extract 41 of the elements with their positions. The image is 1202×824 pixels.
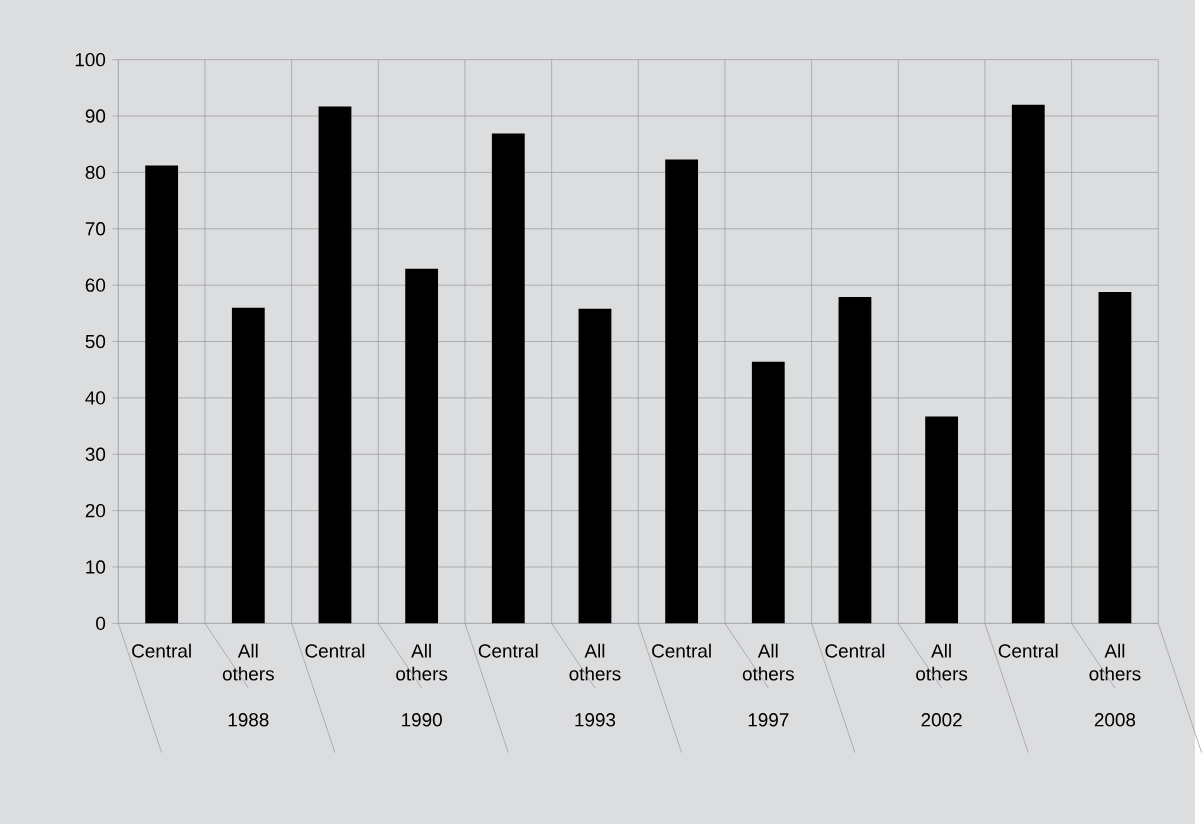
bar [578, 308, 612, 624]
bar [231, 307, 265, 624]
text: 1993 [575, 713, 616, 727]
bar [145, 165, 179, 624]
y-tick-label: 100 [75, 52, 106, 67]
bar [838, 296, 872, 624]
y-tick-label: 10 [86, 560, 106, 574]
y-tick-label: 0 [96, 616, 106, 630]
bar [318, 106, 352, 624]
x-tick-label: Central [305, 643, 365, 658]
y-tick-label: 80 [85, 165, 106, 179]
text: 2008 [1094, 713, 1136, 727]
x-tick-label: All others [916, 643, 968, 681]
y-tick-label: 30 [85, 447, 106, 461]
text: 1990 [402, 713, 442, 727]
x-tick-label: All others [222, 643, 274, 681]
x-tick-label: Central [478, 643, 538, 658]
y-tick-label: 40 [85, 391, 106, 405]
bar [1098, 291, 1132, 624]
bar [751, 361, 785, 624]
bar [405, 268, 439, 624]
bar [491, 133, 525, 624]
x-tick-label: All others [396, 643, 448, 681]
x-tick-label: All others [569, 643, 621, 681]
bar [1011, 104, 1045, 624]
bar [925, 416, 959, 624]
y-tick-label: 70 [85, 221, 106, 236]
y-tick-label: 90 [85, 109, 106, 123]
x-tick-label: Central [998, 643, 1058, 658]
x-tick-label: All others [742, 643, 794, 681]
text: 2002 [921, 713, 962, 727]
y-tick-label: 20 [85, 503, 106, 518]
text: 1997 [748, 713, 789, 727]
text: 1988 [228, 713, 269, 727]
y-tick-label: 50 [85, 334, 106, 349]
y-tick-label: 60 [85, 278, 106, 292]
x-tick-label: Central [132, 643, 191, 658]
x-tick-label: Central [652, 643, 711, 658]
x-tick-label: Central [825, 643, 885, 658]
x-tick-label: All others [1089, 643, 1141, 681]
bar [665, 159, 699, 624]
